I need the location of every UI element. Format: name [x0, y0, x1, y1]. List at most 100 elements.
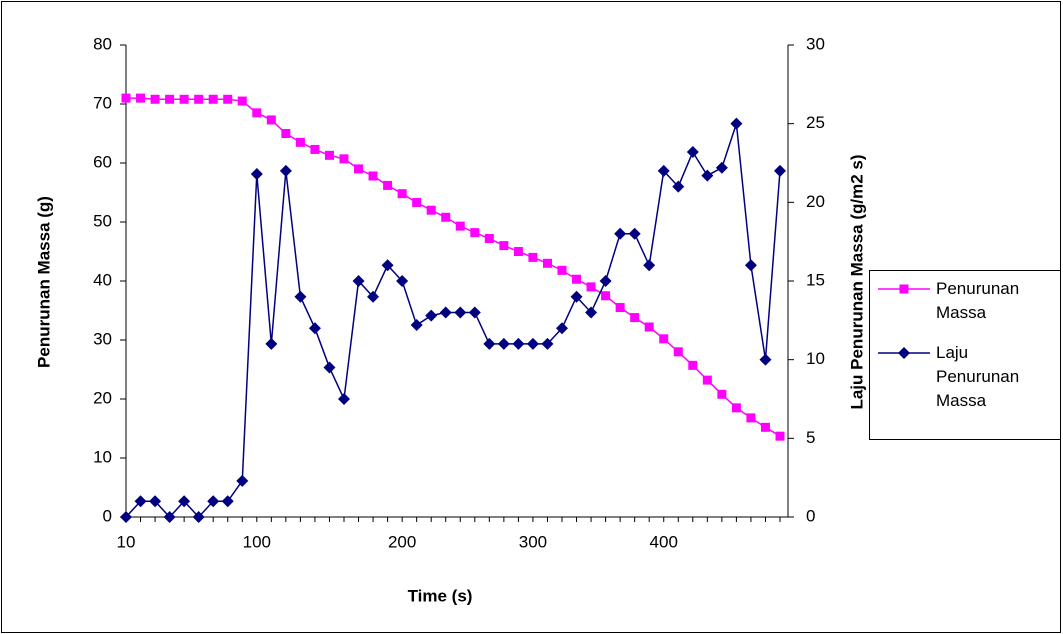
point — [599, 275, 612, 287]
point — [586, 282, 596, 292]
y-tick-label: 20 — [93, 388, 112, 407]
point — [367, 290, 380, 303]
point — [702, 375, 712, 385]
point — [499, 241, 509, 251]
point — [572, 274, 582, 284]
point — [121, 93, 131, 103]
y-tick-label: 10 — [93, 447, 112, 466]
point — [178, 495, 191, 508]
series-line — [125, 123, 781, 519]
point — [542, 258, 552, 268]
point — [194, 94, 204, 104]
point — [295, 137, 305, 147]
point — [688, 360, 698, 370]
point — [454, 306, 467, 319]
point — [294, 290, 307, 303]
point — [497, 337, 510, 350]
point — [352, 275, 365, 287]
point — [310, 144, 320, 154]
series-line — [126, 97, 781, 437]
point — [585, 306, 598, 319]
point — [134, 495, 147, 508]
point — [701, 169, 714, 182]
point — [746, 413, 756, 423]
y2-tick-label: 0 — [806, 506, 815, 525]
legend-key — [878, 284, 930, 294]
y-tick-label: 50 — [93, 211, 112, 230]
point — [513, 247, 523, 256]
point — [396, 275, 409, 287]
point — [150, 94, 160, 104]
point — [541, 337, 554, 350]
point — [179, 94, 189, 104]
point — [410, 319, 423, 332]
point — [339, 154, 349, 164]
point — [730, 117, 743, 130]
legend-marker — [899, 284, 909, 294]
point — [208, 94, 218, 104]
point — [149, 495, 162, 508]
y2-tick-label: 25 — [806, 113, 825, 132]
point — [192, 511, 205, 523]
point — [368, 171, 378, 181]
x-tick-label: 400 — [650, 532, 678, 551]
point — [744, 259, 757, 272]
point — [483, 337, 496, 350]
point — [221, 495, 234, 508]
point — [120, 511, 132, 523]
x-axis-title: Time (s) — [408, 586, 473, 605]
y2-axis-title: Laju Penurunan Massa (g/m2 s) — [847, 154, 866, 409]
point — [266, 115, 276, 125]
point — [673, 347, 683, 357]
point — [165, 94, 175, 104]
point — [615, 303, 625, 313]
legend-marker — [898, 347, 910, 359]
point — [512, 337, 525, 350]
y-tick-label: 30 — [93, 329, 112, 348]
point — [528, 252, 538, 262]
y-axis-title: Penurunan Massa (g) — [34, 196, 53, 368]
point — [252, 108, 262, 118]
point — [223, 94, 233, 104]
point — [686, 145, 699, 158]
legend-label: Laju Penurunan Massa — [936, 343, 1020, 410]
point — [628, 227, 641, 240]
legend-label: Penurunan Massa — [936, 279, 1020, 322]
point — [731, 403, 741, 413]
point — [759, 353, 772, 366]
y-tick-label: 60 — [93, 152, 112, 171]
point — [439, 306, 452, 319]
point — [279, 164, 292, 177]
point — [601, 291, 611, 301]
point — [354, 164, 364, 174]
point — [644, 322, 654, 332]
y2-tick-label: 30 — [806, 34, 825, 53]
x-tick-label: 100 — [243, 532, 271, 551]
point — [236, 474, 249, 487]
y-tick-label: 80 — [93, 34, 112, 53]
point — [570, 290, 583, 303]
y2-tick-label: 5 — [806, 428, 815, 447]
y-tick-label: 40 — [93, 270, 112, 289]
point — [470, 228, 480, 238]
point — [672, 180, 685, 193]
point — [426, 205, 436, 215]
point — [643, 259, 656, 272]
point — [381, 259, 394, 272]
point — [207, 495, 220, 508]
y2-tick-label: 20 — [806, 192, 825, 211]
point — [163, 511, 176, 523]
y2-tick-label: 15 — [806, 270, 825, 289]
y2-tick-label: 10 — [806, 349, 825, 368]
point — [715, 161, 728, 174]
point — [455, 221, 465, 231]
point — [630, 313, 640, 323]
point — [412, 198, 422, 208]
y-tick-label: 0 — [103, 506, 112, 525]
point — [774, 164, 786, 177]
point — [397, 189, 407, 199]
legend-key — [878, 347, 930, 359]
point — [557, 265, 567, 275]
